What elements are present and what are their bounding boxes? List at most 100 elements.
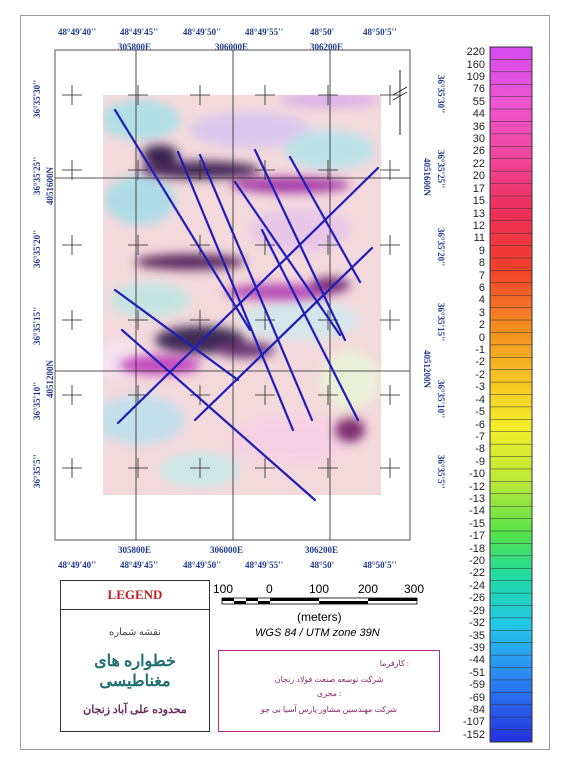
bottom-utm-label: 306000E [210, 545, 244, 555]
bottom-lon-label: 48°49'55'' [245, 560, 284, 570]
colorbar-label: -2 [475, 356, 485, 369]
colorbar-label: 15 [472, 195, 485, 208]
colorbar-label: -51 [469, 666, 485, 679]
credits-box: کارفرما : شرکت توسعه صنعت فولاد زنجان مج… [218, 650, 440, 732]
colorbar-label: 8 [478, 257, 485, 270]
colorbar-label: 22 [472, 157, 485, 170]
colorbar-label: -84 [469, 703, 485, 716]
colorbar-label: 109 [466, 71, 485, 84]
scale-tick: 0 [266, 582, 273, 596]
colorbar-label: 30 [472, 133, 485, 146]
contractor-name: شرکت مهندسین مشاور پارس آسیا بی جو [260, 705, 398, 714]
colorbar-label: 6 [478, 282, 485, 294]
lineament [113, 288, 240, 382]
bottom-lon-label: 48°49'40'' [58, 560, 97, 570]
top-lon-label: 48°49'45'' [120, 27, 159, 37]
colorbar-label: -32 [469, 617, 485, 630]
utm-grid [55, 50, 410, 540]
bottom-lon-label: 48°50' [310, 560, 335, 570]
colorbar-label: -35 [469, 629, 485, 642]
colorbar-labels: 220 160 109 76 55 44 36 30 26 22 20 17 15 13 12 11 9 8 7 6 4… [440, 46, 485, 742]
colorbar-label: -59 [469, 679, 485, 692]
colorbar-label: 12 [472, 219, 485, 232]
colorbar-label: -39 [469, 641, 485, 654]
colorbar-label: 220 [466, 46, 485, 59]
lineament [260, 228, 360, 422]
colorbar-label: -10 [469, 468, 485, 481]
map-frame [20, 15, 550, 750]
colorbar-label: 7 [478, 269, 485, 282]
colorbar-label: 55 [472, 95, 485, 108]
colorbar-ticks [490, 46, 532, 730]
bottom-utm-label: 306200E [305, 545, 339, 555]
colorbar-label: -8 [475, 443, 485, 456]
bottom-lon-label: 48°50'5'' [363, 560, 397, 570]
colorbar-label: -14 [469, 505, 485, 518]
contractor-label: مجری : [316, 689, 342, 698]
legend-box: LEGEND نقشه شماره خطواره های مغناطیسی مح… [60, 580, 210, 732]
lineament [113, 108, 252, 332]
area-name: محدوده علی آباد زنجان [83, 704, 187, 716]
colorbar-label: -17 [469, 530, 485, 543]
colorbar-label: -3 [475, 381, 485, 394]
legend-title: LEGEND [61, 581, 209, 610]
colorbar-label: -15 [469, 517, 485, 530]
colorbar-label: -2 [475, 368, 485, 381]
colorbar-label: 9 [478, 244, 485, 257]
lineament [176, 150, 295, 432]
neatline [54, 49, 411, 541]
colorbar-label: -7 [475, 430, 485, 443]
scale-tick: 100 [213, 582, 234, 596]
colorbar-label: 0 [478, 331, 485, 344]
lineament [116, 166, 380, 425]
top-utm-label: 306000E [215, 42, 249, 52]
colorbar-label: -26 [469, 592, 485, 605]
scale-units: (meters) [297, 610, 342, 624]
colorbar-label: 26 [472, 145, 485, 158]
colorbar-label: 160 [466, 58, 485, 71]
colorbar-label: -18 [469, 542, 485, 555]
lineament [233, 180, 342, 337]
colorbar-label: 36 [472, 120, 485, 133]
scale-tick: 200 [358, 582, 379, 596]
map-title: خطواره های مغناطیسی [94, 653, 176, 690]
top-lon-label: 48°49'55'' [245, 27, 284, 37]
colorbar-label: -44 [469, 654, 485, 667]
scale-tick: 100 [309, 582, 330, 596]
colorbar-label: -29 [469, 604, 485, 617]
employer-name: شرکت توسعه صنعت فولاد زنجان [274, 675, 384, 684]
colorbar-label: -20 [469, 555, 485, 568]
colorbar-label: 44 [472, 108, 485, 121]
colorbar-label: -4 [475, 393, 485, 406]
scale-tick: 300 [404, 582, 425, 596]
colorbar-label: -69 [469, 691, 485, 704]
top-lon-label: 48°50' [310, 27, 335, 37]
employer-label: کارفرما : [379, 659, 409, 668]
bottom-lon-label: 48°49'50'' [183, 560, 222, 570]
colorbar-label: 17 [472, 182, 485, 195]
colorbar-label: 11 [473, 232, 485, 245]
colorbar-label: -24 [469, 579, 485, 592]
scale-bar [221, 597, 418, 605]
colorbar-label: -12 [469, 480, 485, 493]
top-lon-label: 48°50'5'' [363, 27, 397, 37]
colorbar-label: 13 [472, 207, 485, 220]
colorbar-label: -13 [469, 492, 485, 505]
colorbar-label: 3 [478, 306, 485, 319]
colorbar-label: -1 [475, 344, 485, 357]
colorbar-label: -107 [462, 716, 485, 729]
top-utm-label: 305800E [118, 42, 152, 52]
magnetic-raster [103, 95, 381, 495]
colorbar-label: -6 [475, 418, 485, 431]
top-utm-label: 306200E [310, 42, 344, 52]
lineaments [113, 108, 380, 502]
colorbar-label: -152 [462, 728, 485, 741]
bottom-utm-label: 305800E [118, 545, 152, 555]
bottom-lon-label: 48°49'45'' [120, 560, 159, 570]
colorbar-label: -9 [475, 455, 485, 468]
colorbar-label: 4 [478, 294, 485, 307]
lineament [193, 246, 374, 422]
top-lon-label: 48°49'50'' [183, 27, 222, 37]
colorbar-label: 2 [478, 319, 485, 332]
